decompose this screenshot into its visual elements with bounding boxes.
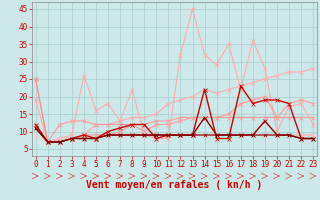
X-axis label: Vent moyen/en rafales ( kn/h ): Vent moyen/en rafales ( kn/h ) bbox=[86, 180, 262, 190]
